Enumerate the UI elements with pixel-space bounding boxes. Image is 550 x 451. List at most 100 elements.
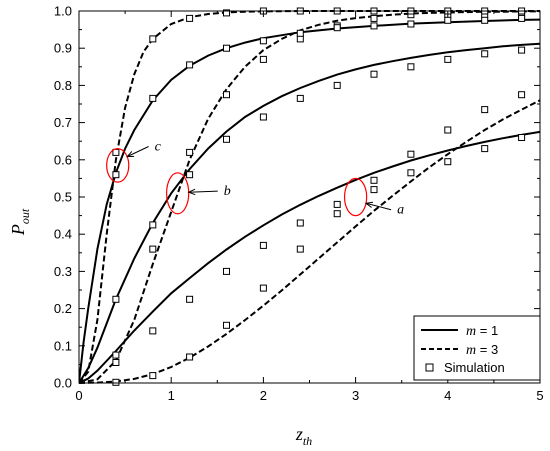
x-tick-label: 5 [536,388,543,403]
legend-entry-m3: m = 3 [466,342,498,358]
x-tick-label: 2 [260,388,267,403]
simulation-marker [223,135,230,143]
simulation-marker [370,14,378,22]
x-tick-label: 3 [352,388,359,403]
simulation-marker [149,221,157,229]
simulation-marker [112,295,120,303]
simulation-marker [481,106,489,114]
x-axis-title-main: z [295,424,303,444]
simulation-marker [518,134,526,141]
simulation-marker [481,145,489,153]
simulation-marker [149,94,157,102]
y-tick-label: 0.6 [54,152,72,167]
simulation-marker [407,20,415,28]
simulation-marker [259,241,267,249]
annotation-label-a: a [397,203,404,218]
arrowhead-icon [126,151,135,158]
annotation-label-c: c [155,140,162,155]
simulation-marker [518,14,526,22]
simulation-marker [481,16,489,24]
x-tick-label: 4 [444,388,451,403]
series-line-b-m1 [79,42,540,384]
simulation-marker [518,46,526,54]
simulation-marker [370,70,378,78]
simulation-marker [296,219,304,227]
simulation-marker [407,63,415,71]
simulation-marker [259,37,267,45]
simulation-marker [333,81,341,89]
simulation-marker [296,35,304,43]
simulation-marker [518,91,526,99]
x-tick-label: 0 [75,388,82,403]
simulation-marker [186,171,194,179]
annotation-ellipse-c [106,148,130,183]
simulation-marker [186,148,194,156]
simulation-marker [333,24,341,32]
y-tick-label: 0.5 [54,190,72,205]
simulation-marker [149,327,157,335]
y-axis-title-main: P [8,224,28,236]
simulation-marker [223,9,230,17]
axes: 0 1 2 3 4 5 0.0 0.1 0.2 0.3 0.4 0.5 0.6 0.7 0.8 0.9 1.0 [54,4,544,404]
simulation-marker [186,353,194,361]
simulation-marker [407,150,415,158]
y-tick-label: 0.8 [54,78,72,93]
simulation-marker [223,267,230,275]
legend-square-marker-icon [425,363,434,372]
x-axis-title: zth [295,424,312,448]
svg-text:zth: zth [295,424,312,448]
x-axis-title-sub: th [303,434,312,448]
simulation-marker [112,351,120,359]
simulation-marker [444,158,452,166]
y-tick-label: 0.3 [54,264,72,279]
annotation-label-b: b [224,184,231,199]
legend: m = 1 m = 3 Simulation [413,315,541,381]
series-line-c-m1 [79,18,540,384]
simulation-marker [112,378,120,386]
svg-text:Pout: Pout [8,208,32,236]
simulation-marker [296,245,304,253]
simulation-marker [333,200,341,208]
annotation-arrow-b [188,190,218,193]
simulation-marker [370,22,378,30]
annotation-arrow-a [365,202,392,211]
simulation-marker [481,50,489,58]
simulation-marker [149,35,157,43]
simulation-marker [223,321,230,329]
simulation-marker [296,94,304,102]
y-axis-title-sub: out [18,208,32,224]
simulation-marker [444,126,452,134]
legend-box [413,315,541,381]
simulation-marker [333,210,341,218]
simulation-marker [370,176,378,184]
y-tick-label: 1.0 [54,4,72,19]
simulation-marker [186,295,194,303]
simulation-marker [223,44,230,52]
simulation-marker [186,14,194,22]
x-tick-label: 1 [168,388,175,403]
simulation-marker [444,16,452,24]
simulation-marker [223,91,230,99]
series-line-a-m1 [79,130,540,384]
series-line-b-m3 [79,10,540,384]
simulation-marker [259,284,267,292]
simulation-marker [149,372,157,380]
y-tick-label: 0.0 [54,376,72,391]
simulation-marker [259,113,267,121]
y-tick-label: 0.2 [54,301,72,316]
y-tick-label: 0.1 [54,338,72,353]
arrowhead-icon [187,188,196,196]
annotation-ellipse-a [343,177,368,217]
annotation-arrow-c [126,146,149,158]
simulation-marker [296,29,304,37]
simulation-marker [149,245,157,253]
legend-entry-m1: m = 1 [466,323,498,339]
y-tick-label: 0.4 [54,227,72,242]
simulation-marker [370,186,378,194]
annotation-ellipse-b [165,172,190,215]
y-axis-title: Pout [8,208,32,236]
simulation-marker [407,169,415,177]
simulation-marker [444,55,452,63]
arrowhead-icon [364,201,374,208]
